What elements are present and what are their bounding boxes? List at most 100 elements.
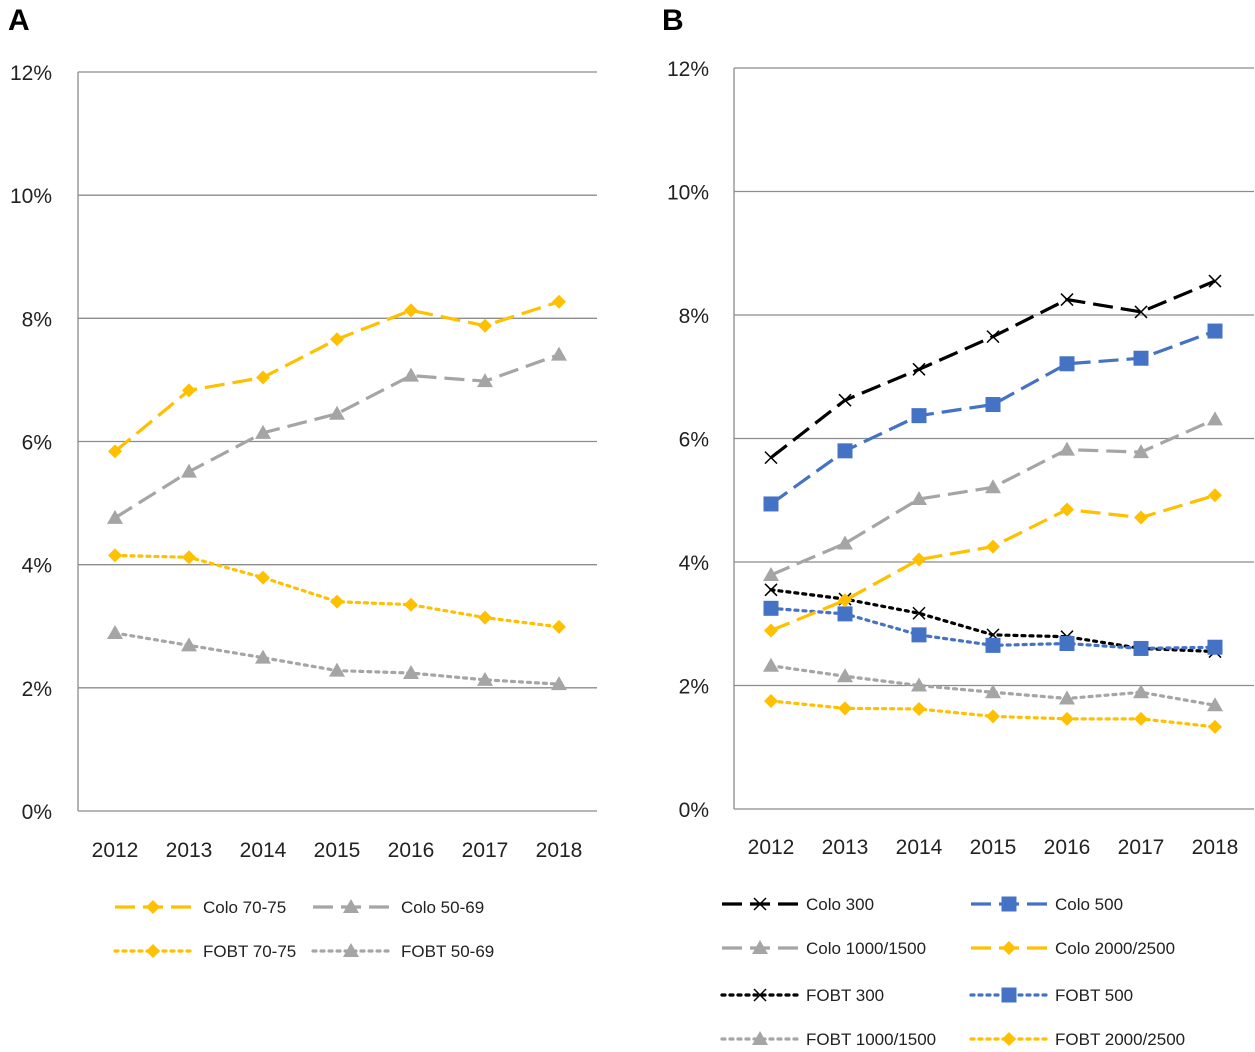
data-point [911, 408, 927, 424]
x-tick-label: 2013 [166, 839, 213, 862]
legend-label: FOBT 500 [1055, 986, 1133, 1005]
data-point [763, 657, 779, 672]
data-point [182, 550, 196, 565]
y-tick-label: 12% [10, 62, 52, 85]
legend-marker [146, 900, 160, 914]
panel-a-chart: A 0% 2% 4% 6% 8% 10% 12% 2012 2013 2014 2015 2016 201… [8, 4, 597, 961]
y-tick-label: 4% [22, 555, 52, 578]
marker-stroke [764, 451, 778, 465]
data-point [912, 606, 926, 620]
marker-stroke [1060, 293, 1074, 307]
marker-stroke [764, 583, 778, 597]
legend-marker [343, 899, 359, 913]
series-colo-1000-1500 [763, 411, 1223, 581]
legend-label: FOBT 300 [806, 986, 884, 1005]
data-point [404, 597, 418, 612]
series-colo-50-69 [107, 346, 567, 524]
data-point [478, 318, 492, 333]
data-point [1060, 502, 1074, 517]
data-point [108, 444, 122, 459]
data-point [837, 606, 853, 622]
legend-item: Colo 300 [722, 895, 874, 914]
data-point [1207, 411, 1223, 426]
series-fobt-50-69 [107, 625, 567, 691]
legend-item: Colo 2000/2500 [971, 939, 1175, 958]
data-point [107, 509, 123, 524]
x-tick-label: 2018 [536, 839, 583, 862]
data-point [551, 346, 567, 361]
x-tick-label: 2012 [92, 839, 139, 862]
data-point [255, 649, 271, 664]
panel-b-legend: Colo 300 Colo 500 Colo 1000/1500 Colo 2000/… [720, 895, 1185, 1049]
marker-stroke [838, 393, 852, 407]
legend-marker [1001, 896, 1017, 912]
series-fobt-500 [763, 600, 1223, 656]
marker-stroke [753, 897, 767, 911]
legend-marker [752, 940, 768, 954]
data-point [1133, 350, 1149, 366]
data-point [1134, 711, 1148, 726]
series-colo-500 [763, 323, 1223, 512]
series-colo-2000-2500 [764, 488, 1222, 638]
data-point [986, 539, 1000, 554]
x-tick-label: 2017 [462, 839, 509, 862]
legend-label: FOBT 2000/2500 [1055, 1030, 1185, 1049]
y-tick-label: 12% [667, 58, 709, 81]
y-tick-label: 10% [667, 182, 709, 205]
data-point [1134, 305, 1148, 319]
series-fobt-70-75 [108, 548, 566, 634]
x-tick-label: 2012 [748, 836, 795, 859]
data-point [837, 668, 853, 683]
x-tick-label: 2014 [240, 839, 287, 862]
y-tick-label: 0% [22, 801, 52, 824]
data-point [838, 701, 852, 716]
series-colo-70-75 [108, 294, 566, 459]
y-tick-label: 6% [679, 429, 709, 452]
data-point [107, 625, 123, 640]
data-point [838, 593, 852, 608]
data-point [1208, 488, 1222, 503]
legend-label: Colo 1000/1500 [806, 939, 926, 958]
data-point [837, 443, 853, 459]
data-point [1208, 719, 1222, 734]
legend-marker [753, 897, 767, 911]
legend-marker [753, 988, 767, 1002]
series-line [113, 300, 560, 453]
data-point [985, 479, 1001, 494]
data-point [552, 294, 566, 309]
legend-item: Colo 70-75 [115, 898, 286, 917]
marker-stroke [1208, 274, 1222, 288]
x-tick-label: 2013 [822, 836, 869, 859]
data-point [912, 701, 926, 716]
data-point [1059, 690, 1075, 705]
legend-label: Colo 70-75 [203, 898, 286, 917]
data-point [403, 665, 419, 680]
data-point [551, 676, 567, 691]
x-tick-label: 2014 [896, 836, 943, 859]
x-tick-label: 2016 [388, 839, 435, 862]
series-line [114, 353, 560, 520]
data-point [763, 496, 779, 512]
data-point [764, 451, 778, 465]
data-point [911, 491, 927, 506]
marker-stroke [1134, 305, 1148, 319]
legend-label: FOBT 1000/1500 [806, 1030, 936, 1049]
y-tick-label: 10% [10, 185, 52, 208]
legend-marker [146, 944, 160, 958]
data-point [764, 583, 778, 597]
legend-label: Colo 300 [806, 895, 874, 914]
legend-label: FOBT 70-75 [203, 942, 296, 961]
data-point [477, 671, 493, 686]
data-point [911, 677, 927, 692]
data-point [912, 552, 926, 567]
legend-label: Colo 50-69 [401, 898, 484, 917]
marker-stroke [912, 606, 926, 620]
data-point [181, 637, 197, 652]
data-point [256, 370, 270, 385]
legend-marker [1002, 1032, 1016, 1046]
data-point [1207, 697, 1223, 712]
panel-b-chart: B 0% 2% 4% 6% 8% 10% 12% 2012 2013 2014 2015 2016 201… [662, 4, 1254, 1049]
data-point [912, 362, 926, 376]
y-tick-label: 4% [679, 552, 709, 575]
data-point [181, 463, 197, 478]
